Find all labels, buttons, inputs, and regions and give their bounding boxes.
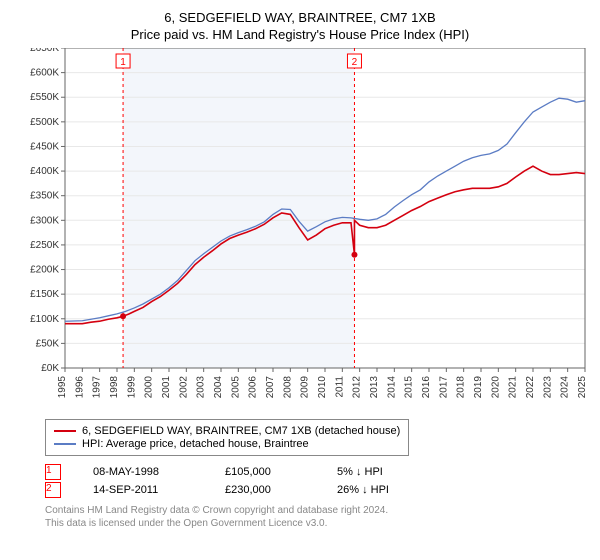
footnote-line: This data is licensed under the Open Gov… [45, 517, 590, 530]
footnote: Contains HM Land Registry data © Crown c… [45, 504, 590, 530]
svg-text:2014: 2014 [386, 376, 397, 399]
svg-text:1996: 1996 [74, 376, 85, 399]
svg-text:£100K: £100K [30, 314, 59, 325]
svg-text:2006: 2006 [248, 376, 259, 399]
svg-text:2008: 2008 [282, 376, 293, 399]
svg-text:£600K: £600K [30, 68, 59, 79]
svg-text:2020: 2020 [490, 376, 501, 399]
marker-badge: 1 [45, 464, 61, 480]
legend-swatch [54, 430, 76, 432]
footnote-line: Contains HM Land Registry data © Crown c… [45, 504, 590, 517]
svg-text:2001: 2001 [161, 376, 172, 399]
svg-text:2016: 2016 [421, 376, 432, 399]
svg-text:2017: 2017 [438, 376, 449, 399]
svg-text:2000: 2000 [144, 376, 155, 399]
svg-text:2010: 2010 [317, 376, 328, 399]
marker-date: 14-SEP-2011 [93, 484, 193, 496]
svg-text:2: 2 [352, 57, 358, 68]
chart-legend: 6, SEDGEFIELD WAY, BRAINTREE, CM7 1XB (d… [45, 419, 409, 456]
svg-text:2009: 2009 [300, 376, 311, 399]
svg-text:2003: 2003 [196, 376, 207, 399]
svg-text:2007: 2007 [265, 376, 276, 399]
svg-text:1999: 1999 [126, 376, 137, 399]
price-chart: £0K £50K £100K £150K £200K £250K £300K £350K £40… [10, 48, 590, 408]
legend-label: HPI: Average price, detached house, Brai… [82, 438, 309, 450]
page-subtitle: Price paid vs. HM Land Registry's House … [10, 27, 590, 42]
svg-text:2024: 2024 [560, 376, 571, 399]
svg-text:2015: 2015 [404, 376, 415, 399]
svg-text:2022: 2022 [525, 376, 536, 399]
legend-label: 6, SEDGEFIELD WAY, BRAINTREE, CM7 1XB (d… [82, 425, 400, 437]
svg-text:£350K: £350K [30, 191, 59, 202]
legend-item: HPI: Average price, detached house, Brai… [54, 438, 400, 450]
svg-text:£150K: £150K [30, 289, 59, 300]
svg-text:1: 1 [120, 57, 126, 68]
marker-badge: 2 [45, 482, 61, 498]
marker-pct: 5% ↓ HPI [337, 466, 427, 478]
svg-text:1995: 1995 [57, 376, 68, 399]
svg-text:2005: 2005 [230, 376, 241, 399]
svg-text:1997: 1997 [92, 376, 103, 399]
svg-text:2018: 2018 [456, 376, 467, 399]
svg-text:£500K: £500K [30, 117, 59, 128]
marker-price: £105,000 [225, 466, 305, 478]
svg-text:2023: 2023 [542, 376, 553, 399]
svg-text:£650K: £650K [30, 48, 59, 54]
svg-text:£450K: £450K [30, 141, 59, 152]
svg-text:£550K: £550K [30, 92, 59, 103]
svg-text:2021: 2021 [508, 376, 519, 399]
svg-text:£400K: £400K [30, 166, 59, 177]
svg-text:2019: 2019 [473, 376, 484, 399]
svg-text:2025: 2025 [577, 376, 588, 399]
marker-pct: 26% ↓ HPI [337, 484, 427, 496]
page-title: 6, SEDGEFIELD WAY, BRAINTREE, CM7 1XB [10, 10, 590, 25]
svg-text:£50K: £50K [36, 338, 60, 349]
svg-text:2013: 2013 [369, 376, 380, 399]
svg-text:2011: 2011 [334, 376, 345, 398]
svg-text:1998: 1998 [109, 376, 120, 399]
svg-text:£250K: £250K [30, 240, 59, 251]
marker-table: 1 08-MAY-1998 £105,000 5% ↓ HPI 2 14-SEP… [45, 464, 590, 498]
marker-price: £230,000 [225, 484, 305, 496]
svg-text:£200K: £200K [30, 265, 59, 276]
svg-text:£300K: £300K [30, 215, 59, 226]
legend-swatch [54, 443, 76, 445]
svg-text:2002: 2002 [178, 376, 189, 399]
svg-text:2012: 2012 [352, 376, 363, 399]
marker-row: 2 14-SEP-2011 £230,000 26% ↓ HPI [45, 482, 590, 498]
marker-row: 1 08-MAY-1998 £105,000 5% ↓ HPI [45, 464, 590, 480]
legend-item: 6, SEDGEFIELD WAY, BRAINTREE, CM7 1XB (d… [54, 425, 400, 437]
svg-text:£0K: £0K [41, 363, 59, 374]
chart-container: £0K £50K £100K £150K £200K £250K £300K £350K £40… [10, 48, 590, 413]
svg-text:2004: 2004 [213, 376, 224, 399]
marker-date: 08-MAY-1998 [93, 466, 193, 478]
